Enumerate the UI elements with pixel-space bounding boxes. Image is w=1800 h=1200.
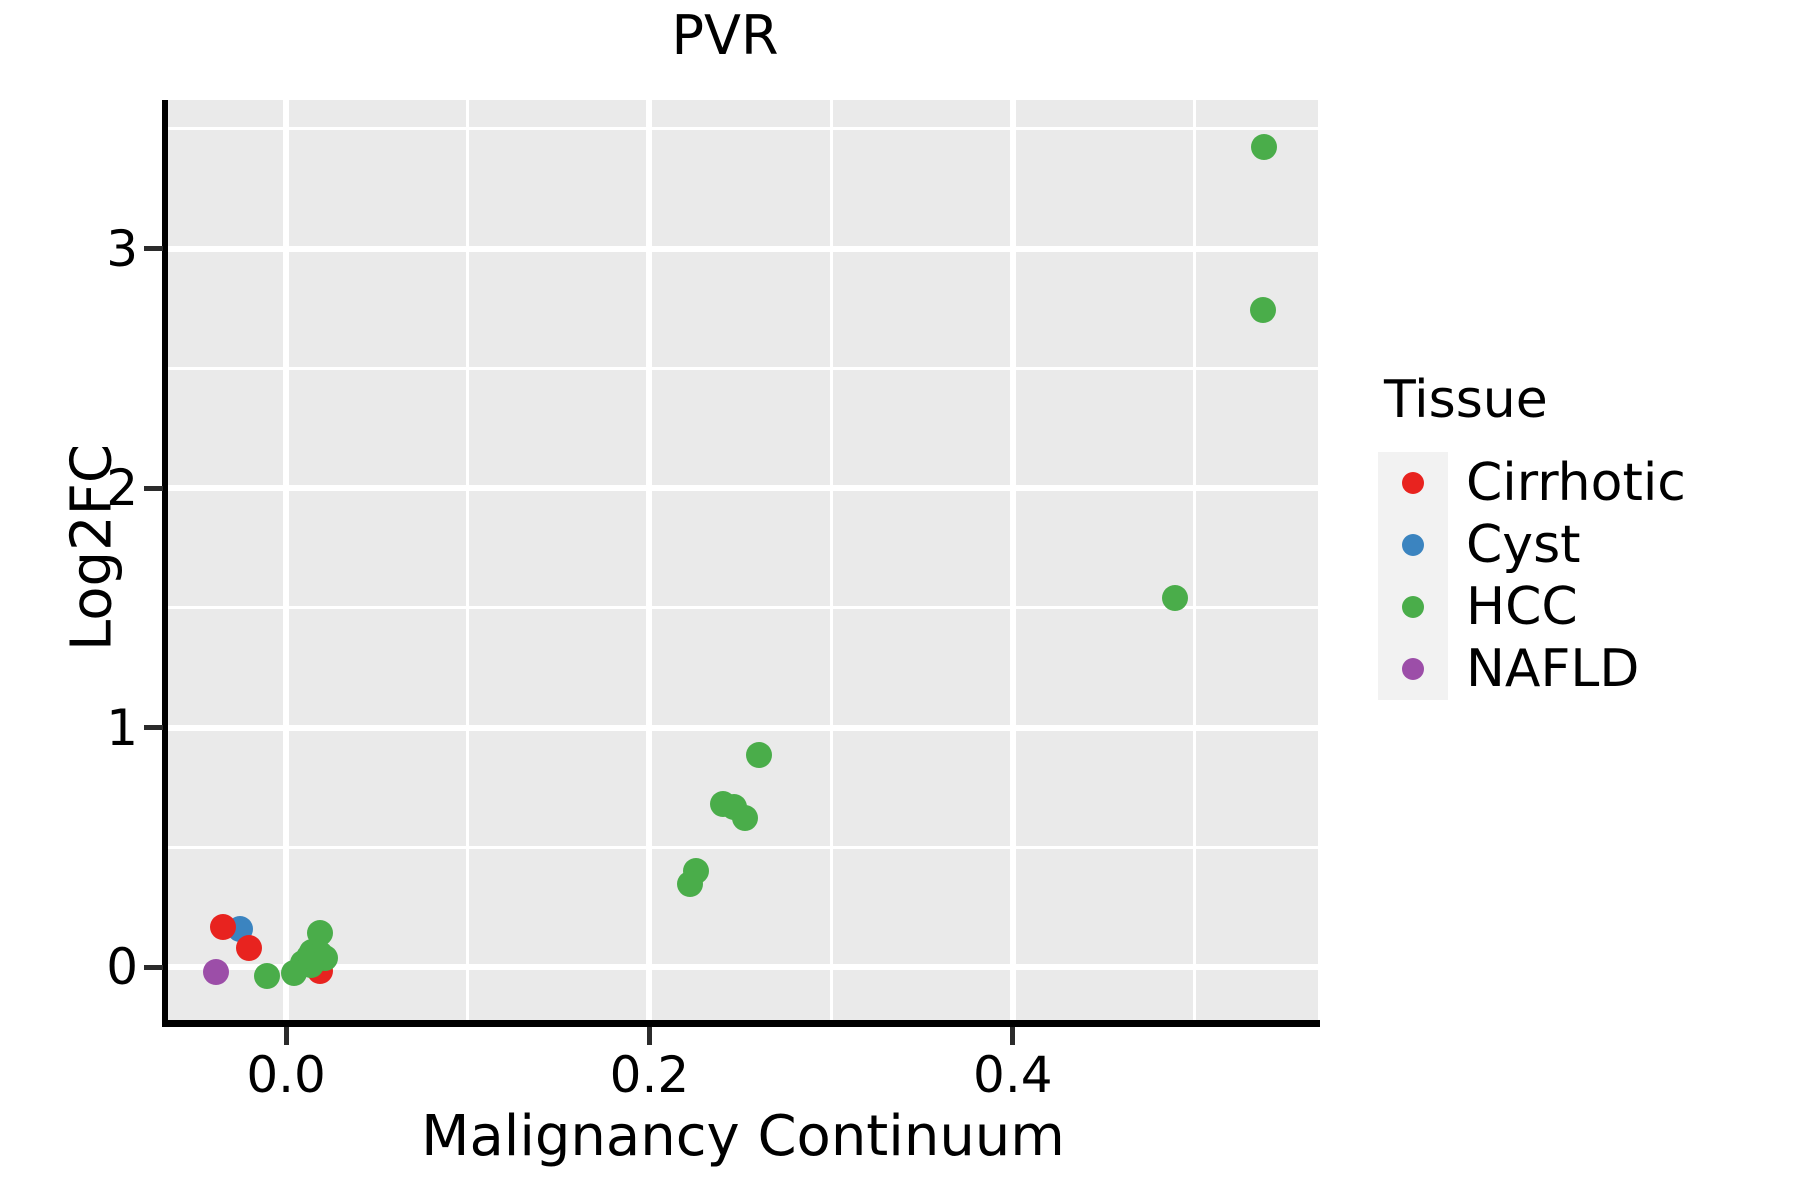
- y-axis-line: [162, 100, 169, 1027]
- gridline-major-x: [1009, 100, 1016, 1020]
- x-axis-title: Malignancy Continuum: [421, 1104, 1065, 1169]
- legend-item-nafld[interactable]: NAFLD: [1378, 638, 1778, 700]
- y-tick-label: 2: [106, 459, 138, 518]
- x-tick: [283, 1027, 289, 1045]
- data-point: [1162, 584, 1189, 611]
- gridline-major-y: [168, 245, 1318, 252]
- x-tick: [1010, 1027, 1016, 1045]
- data-point: [203, 958, 230, 985]
- y-tick-label: 1: [106, 698, 138, 757]
- y-tick: [144, 246, 163, 252]
- y-axis-title: Log2FC: [59, 444, 125, 651]
- legend-key: [1378, 514, 1448, 576]
- gridline-major-y: [168, 485, 1318, 492]
- legend-item-label: HCC: [1466, 577, 1578, 637]
- gridline-minor-y: [168, 127, 1318, 131]
- plot-panel: [168, 100, 1318, 1020]
- legend-dot-icon: [1402, 658, 1424, 680]
- gridline-major-y: [168, 724, 1318, 731]
- data-point: [731, 805, 758, 832]
- gridline-major-x: [283, 100, 290, 1020]
- legend-item-hcc[interactable]: HCC: [1378, 576, 1778, 638]
- legend-item-cirrhotic[interactable]: Cirrhotic: [1378, 452, 1778, 514]
- legend-key: [1378, 452, 1448, 514]
- gridline-minor-x: [829, 100, 833, 1020]
- legend-item-label: NAFLD: [1466, 639, 1640, 699]
- y-tick-label: 0: [106, 938, 138, 997]
- legend-key: [1378, 576, 1448, 638]
- data-point: [746, 741, 773, 768]
- gridline-major-x: [646, 100, 653, 1020]
- x-tick-label: 0.0: [246, 1046, 326, 1104]
- data-point: [254, 962, 280, 989]
- gridline-major-y: [168, 964, 1318, 971]
- gridline-minor-x: [1192, 100, 1196, 1020]
- legend-item-label: Cirrhotic: [1466, 453, 1686, 513]
- x-tick-label: 0.2: [609, 1046, 690, 1104]
- gridline-minor-x: [466, 100, 470, 1020]
- legend-title: Tissue: [1384, 370, 1548, 430]
- y-tick: [144, 725, 163, 731]
- data-point: [281, 959, 308, 986]
- y-tick: [144, 964, 163, 970]
- data-point: [677, 870, 704, 897]
- gridline-minor-y: [168, 366, 1318, 370]
- y-tick: [144, 485, 163, 491]
- x-tick: [646, 1027, 652, 1045]
- legend-key: [1378, 638, 1448, 700]
- legend-item-cyst[interactable]: Cyst: [1378, 514, 1778, 576]
- gridline-minor-y: [168, 606, 1318, 610]
- page-title: PVR: [671, 4, 779, 67]
- data-point: [235, 934, 262, 961]
- legend-dot-icon: [1402, 596, 1424, 618]
- legend-item-label: Cyst: [1466, 515, 1581, 575]
- legend-dot-icon: [1402, 472, 1424, 494]
- data-point: [210, 914, 237, 941]
- data-point: [1249, 297, 1276, 324]
- legend-items: Cirrhotic Cyst HCC NAFLD: [1378, 452, 1778, 700]
- legend-dot-icon: [1402, 534, 1424, 556]
- gridline-minor-y: [168, 846, 1318, 849]
- data-point: [1251, 133, 1278, 160]
- x-tick-label: 0.4: [973, 1046, 1053, 1104]
- legend: Tissue Cirrhotic Cyst HCC NAFLD: [1378, 370, 1778, 700]
- y-tick-label: 3: [106, 219, 138, 278]
- plot-area: [168, 100, 1318, 1020]
- x-axis-line: [168, 1020, 1320, 1027]
